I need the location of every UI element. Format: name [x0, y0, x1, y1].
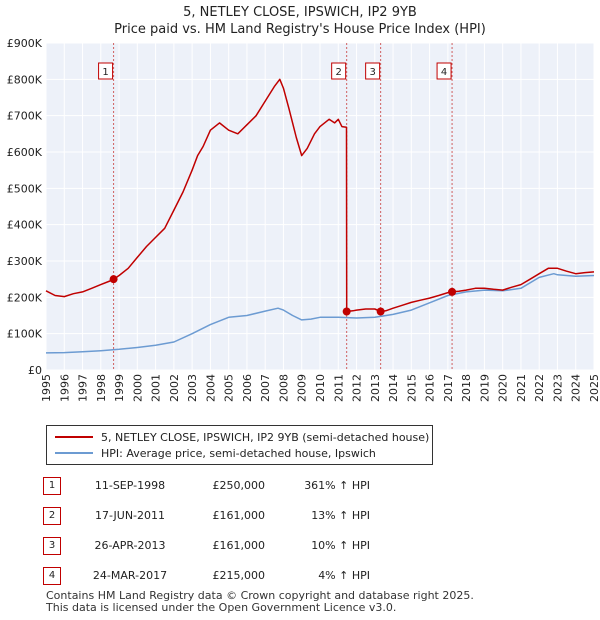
- x-tick-label: 2024: [570, 374, 583, 402]
- sale-3-label-box: [365, 62, 381, 80]
- y-tick-label: £900K: [7, 37, 43, 50]
- x-tick-label: 2022: [533, 374, 546, 402]
- sale-1-label-box: [98, 62, 114, 80]
- x-tick-label: 2004: [204, 374, 217, 402]
- sale-price: £161,000: [212, 539, 266, 552]
- x-tick-label: 2012: [351, 374, 364, 402]
- hpi-line: [45, 272, 595, 354]
- x-tick-label: 2014: [387, 374, 400, 402]
- footer: Contains HM Land Registry data © Crown c…: [46, 590, 474, 614]
- x-tick-label: 2016: [424, 374, 437, 402]
- sale-price: £215,000: [212, 569, 266, 582]
- x-tick-label: 2021: [515, 374, 528, 402]
- legend-swatch-hpi: [55, 452, 93, 454]
- y-tick-label: £200K: [7, 291, 43, 304]
- sale-hpi-change: 13% ↑ HPI: [311, 509, 370, 522]
- sale-2-label: 2: [335, 67, 341, 78]
- sale-date: 17-JUN-2011: [94, 509, 166, 522]
- sale-4-label: 4: [441, 67, 447, 78]
- legend-swatch-property: [55, 436, 93, 438]
- x-tick-label: 2002: [168, 374, 181, 402]
- x-tick-label: 1995: [40, 374, 53, 402]
- sale-date: 24-MAR-2017: [92, 569, 168, 582]
- x-tick-label: 2008: [277, 374, 290, 402]
- x-tick-label: 2005: [223, 374, 236, 402]
- sale-row: 4 24-MAR-2017 £215,000 4% ↑ HPI: [0, 567, 600, 585]
- sale-1-label: 1: [102, 67, 108, 78]
- sale-hpi-change: 10% ↑ HPI: [311, 539, 370, 552]
- sale-row: 1 11-SEP-1998 £250,000 361% ↑ HPI: [0, 477, 600, 495]
- sale-2-label-box: [331, 62, 347, 80]
- y-tick-label: £700K: [7, 110, 43, 123]
- sale-date: 26-APR-2013: [94, 539, 166, 552]
- x-tick-label: 2003: [186, 374, 199, 402]
- x-tick-label: 2001: [150, 374, 163, 402]
- footer-line-1: Contains HM Land Registry data © Crown c…: [46, 589, 474, 602]
- chart-legend: 5, NETLEY CLOSE, IPSWICH, IP2 9YB (semi-…: [46, 425, 433, 465]
- y-tick-label: £800K: [7, 73, 43, 86]
- sale-1-point: [109, 275, 118, 284]
- sale-marker-4: 4: [43, 567, 61, 585]
- x-tick-label: 1998: [95, 374, 108, 402]
- x-tick-label: 2011: [332, 374, 345, 402]
- sale-marker-3: 3: [43, 537, 61, 555]
- property-price-line: [45, 78, 595, 313]
- y-tick-label: £600K: [7, 146, 43, 159]
- chart-title: 5, NETLEY CLOSE, IPSWICH, IP2 9YB: [183, 5, 417, 20]
- legend-label-property: 5, NETLEY CLOSE, IPSWICH, IP2 9YB (semi-…: [101, 430, 430, 444]
- x-tick-label: 2010: [314, 374, 327, 402]
- x-tick-label: 2025: [588, 374, 600, 402]
- y-tick-label: £0: [28, 364, 42, 377]
- price-chart: £0 £100K £200K £300K £400K £500K £600K £700K £80…: [7, 37, 600, 402]
- x-tick-label: 2017: [442, 374, 455, 402]
- sale-row: 3 26-APR-2013 £161,000 10% ↑ HPI: [0, 537, 600, 555]
- sale-row: 2 17-JUN-2011 £161,000 13% ↑ HPI: [0, 507, 600, 525]
- x-tick-label: 2020: [497, 374, 510, 402]
- legend-entry-hpi: HPI: Average price, semi-detached house,…: [55, 445, 376, 461]
- x-tick-label: 2000: [131, 374, 144, 402]
- x-tick-label: 2007: [259, 374, 272, 402]
- legend-label-hpi: HPI: Average price, semi-detached house,…: [101, 446, 376, 460]
- sale-2-point: [342, 307, 351, 316]
- x-tick-label: 1996: [58, 374, 71, 402]
- x-tick-label: 2013: [369, 374, 382, 402]
- sale-marker-1: 1: [43, 477, 61, 495]
- y-tick-label: £300K: [7, 255, 43, 268]
- x-tick-label: 1997: [77, 374, 90, 402]
- x-tick-label: 2006: [241, 374, 254, 402]
- chart-title-block: 5, NETLEY CLOSE, IPSWICH, IP2 9YB Price …: [0, 4, 600, 38]
- sale-date: 11-SEP-1998: [94, 479, 166, 492]
- sale-hpi-change: 4% ↑ HPI: [318, 569, 370, 582]
- sale-3-point: [376, 307, 385, 316]
- x-tick-label: 1999: [113, 374, 126, 402]
- x-tick-label: 2015: [405, 374, 418, 402]
- y-tick-label: £500K: [7, 182, 43, 195]
- sale-hpi-change: 361% ↑ HPI: [304, 479, 370, 492]
- y-tick-label: £400K: [7, 219, 43, 232]
- x-tick-label: 2019: [478, 374, 491, 402]
- sale-3-label: 3: [369, 67, 375, 78]
- sale-marker-2: 2: [43, 507, 61, 525]
- legend-entry-property: 5, NETLEY CLOSE, IPSWICH, IP2 9YB (semi-…: [55, 429, 429, 445]
- sale-price: £250,000: [212, 479, 266, 492]
- y-tick-label: £100K: [7, 328, 43, 341]
- chart-subtitle: Price paid vs. HM Land Registry's House …: [114, 22, 486, 37]
- sale-price: £161,000: [212, 509, 266, 522]
- footer-line-2: This data is licensed under the Open Gov…: [46, 601, 397, 614]
- x-tick-label: 2009: [296, 374, 309, 402]
- sale-4-label-box: [436, 62, 452, 80]
- sale-4-point: [448, 287, 457, 296]
- x-tick-label: 2023: [551, 374, 564, 402]
- x-tick-label: 2018: [460, 374, 473, 402]
